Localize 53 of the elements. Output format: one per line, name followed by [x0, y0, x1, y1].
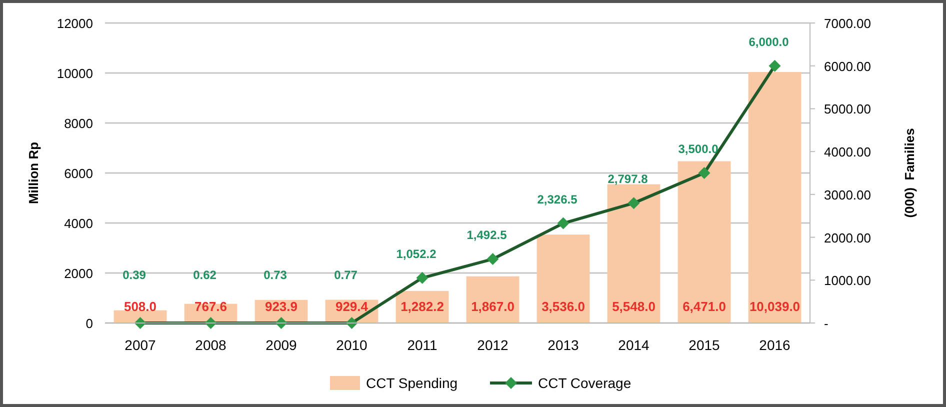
- x-tick-label: 2016: [759, 337, 791, 353]
- data-label: 3,536.0: [542, 299, 585, 314]
- bar: [607, 184, 660, 323]
- data-label: 2,326.5: [537, 192, 578, 206]
- data-label: 3,500.0: [678, 142, 719, 156]
- data-label: 10,039.0: [749, 299, 800, 314]
- data-label: 5,548.0: [612, 299, 656, 314]
- y-tick-label: 10000: [56, 66, 93, 81]
- x-tick-label: 2009: [266, 337, 298, 353]
- data-label: 508.0: [124, 299, 157, 314]
- data-label: 767.6: [194, 299, 228, 314]
- y-tick-label: 0: [86, 316, 93, 331]
- x-tick-label: 2007: [124, 337, 156, 353]
- data-label: 923.9: [264, 299, 298, 314]
- legend-label: CCT Coverage: [538, 375, 632, 391]
- y-tick-label: 8000: [64, 116, 93, 131]
- y2-tick-label: 5000.00: [824, 102, 871, 117]
- y2-tick-label: 6000.00: [824, 58, 871, 74]
- y2-tick-label: -: [824, 316, 828, 331]
- data-label: 1,867.0: [471, 299, 514, 314]
- legend-label: CCT Spending: [366, 375, 458, 391]
- y2-tick-label: 4000.00: [824, 144, 871, 160]
- data-label: 6,471.0: [682, 299, 726, 314]
- y2-tick-label: 3000.00: [824, 187, 871, 202]
- data-label: 0.62: [193, 268, 217, 282]
- data-label: 6,000.0: [748, 34, 790, 49]
- y-tick-label: 4000: [64, 216, 93, 231]
- x-tick-label: 2008: [195, 337, 227, 353]
- y2-axis-title: (000) Families: [902, 128, 917, 218]
- y-axis-title: Million Rp: [26, 142, 41, 204]
- y-tick-label: 12000: [56, 16, 93, 31]
- y-tick-label: 2000: [64, 266, 93, 281]
- x-tick-label: 2011: [407, 337, 438, 353]
- y2-tick-label: 1000.00: [824, 273, 871, 288]
- x-tick-label: 2015: [688, 337, 720, 353]
- y2-tick-label: 2000.00: [824, 230, 871, 246]
- x-tick-label: 2014: [618, 337, 650, 353]
- x-tick-label: 2013: [548, 337, 580, 353]
- x-tick-label: 2012: [477, 337, 509, 353]
- data-label: 0.77: [334, 268, 358, 282]
- data-label: 0.73: [264, 268, 288, 282]
- bar: [678, 161, 731, 323]
- data-label: 0.39: [122, 268, 146, 282]
- data-label: 1,052.2: [396, 246, 437, 261]
- data-label: 929.4: [335, 299, 369, 314]
- bar: [536, 234, 590, 323]
- bar: [748, 72, 802, 323]
- x-tick-label: 2010: [336, 337, 368, 353]
- data-label: 1,282.2: [400, 299, 444, 314]
- y2-tick-label: 7000.00: [824, 16, 871, 31]
- y-tick-label: 6000: [64, 166, 93, 181]
- data-label: 1,492.5: [466, 228, 508, 242]
- data-label: 2,797.8: [608, 172, 648, 186]
